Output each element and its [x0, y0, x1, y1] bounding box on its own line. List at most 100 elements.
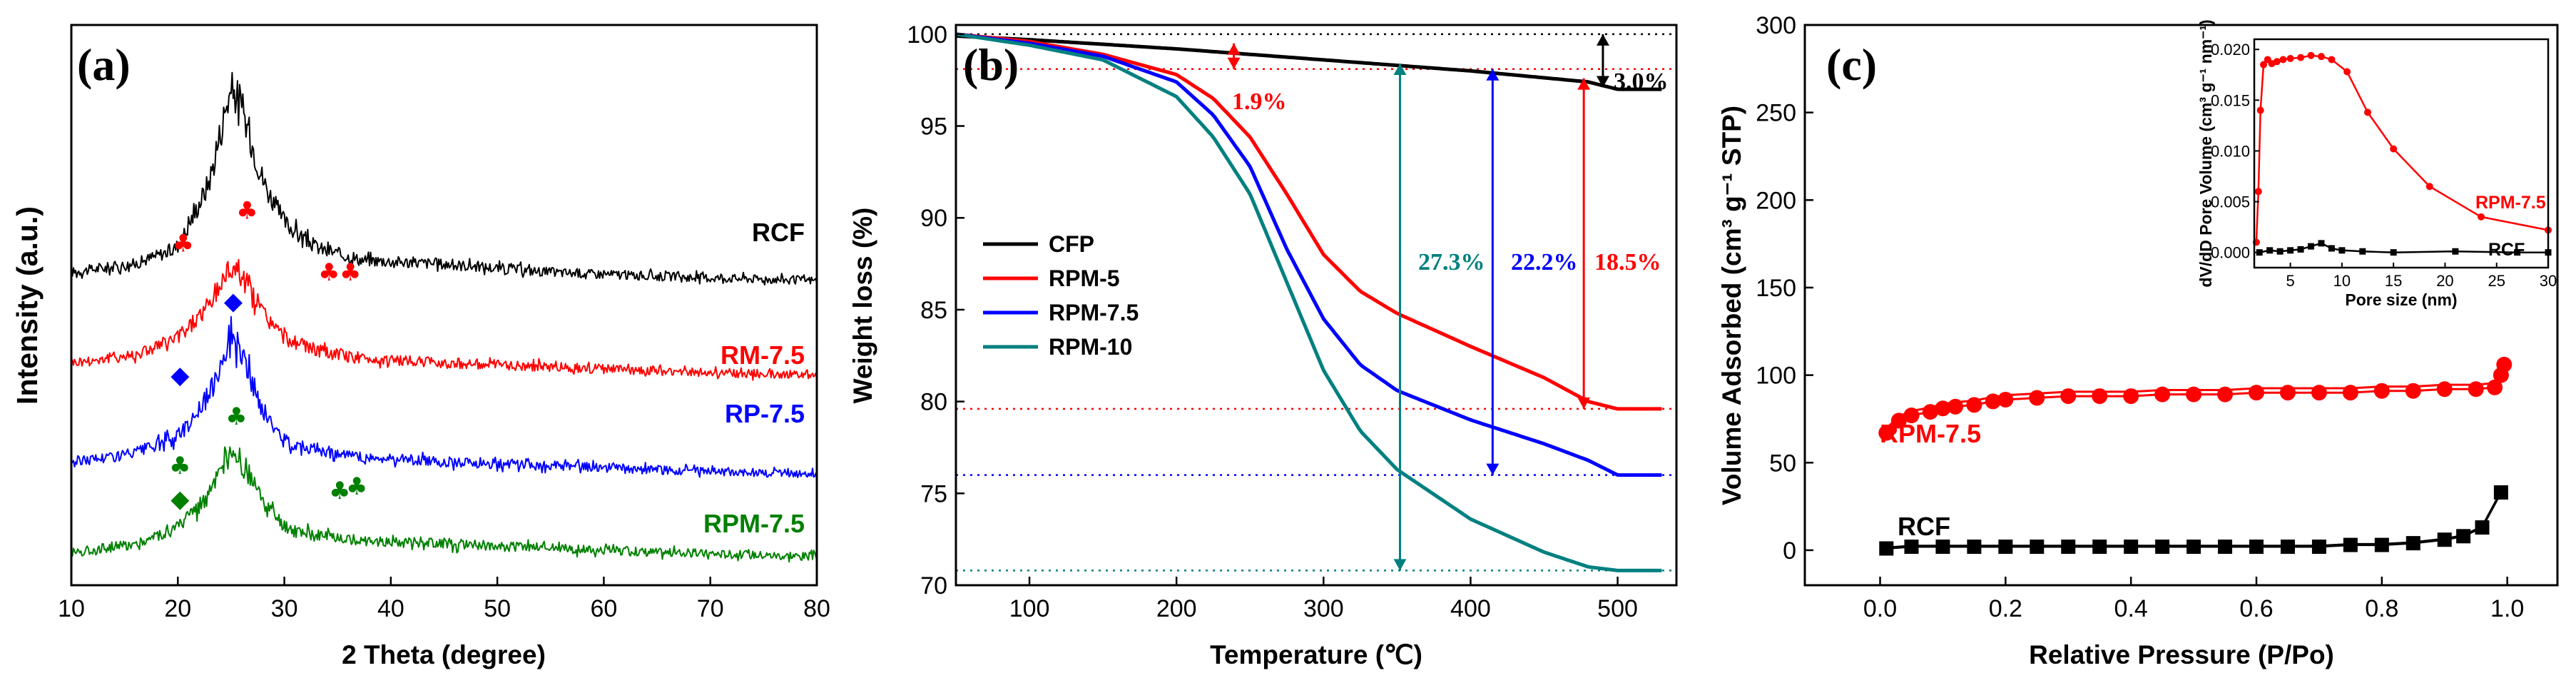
legend-label-rpm5: RPM-5	[1049, 265, 1120, 291]
tga-x-axis-label: Temperature (℃)	[1210, 640, 1422, 669]
xrd-curve-rp75	[71, 315, 818, 478]
xrd-curve-rm75	[71, 258, 818, 381]
tga-curve-rpm75	[955, 32, 1662, 477]
xrd-peak-markers: ♣♣♣ ♣◆◆♣♣♣♣◆	[169, 196, 367, 513]
xrd-series-label-rcf: RCF	[752, 218, 805, 247]
arrow-rpm10-loss-head-top	[1393, 64, 1407, 76]
bet-y-ticks: 0 50 100 150 200 250 300	[1756, 12, 1813, 565]
bet-series-label-rcf: RCF	[1898, 512, 1950, 541]
panel-a: 10 20 30 40 50 60 70 80 (a) 2 Theta (degree) In…	[11, 24, 830, 669]
inset-y-tick-label: 0.000	[2211, 244, 2250, 262]
tga-curve-rpm10	[955, 32, 1662, 572]
xrd-plot-frame	[70, 24, 818, 587]
tga-y-tick-label: 95	[920, 113, 947, 141]
bet-point-rpm75	[2279, 385, 2296, 401]
bet-point-rcf	[1998, 540, 2013, 555]
inset-series-label-rpm75: RPM-7.5	[2475, 193, 2546, 213]
inset-y-axis-label: dV/dD Pore Volume (cm³ g⁻¹ nm⁻¹)	[2196, 19, 2215, 287]
tga-reference-lines	[956, 33, 1676, 572]
xrd-x-ticks: 10 20 30 40 50 60 70 80	[58, 577, 830, 622]
xrd-x-tick-label: 50	[484, 595, 511, 622]
xrd-panel-label: (a)	[77, 39, 131, 90]
tga-y-tick-label: 100	[907, 21, 947, 49]
panel-c: 0.0 0.2 0.4 0.6 0.8 1.0 0 50 100 150 200 250 300 (c…	[1717, 12, 2559, 669]
tga-y-tick-label: 85	[920, 297, 947, 324]
bet-point-rpm75	[2405, 383, 2421, 399]
bet-point-rpm75	[2217, 386, 2234, 403]
arrow-1-9-loss-head-bottom	[1227, 57, 1241, 69]
bet-point-rcf	[2030, 540, 2045, 555]
inset-point-rcf	[2328, 245, 2335, 252]
annotation-27-3-percent: 27.3%	[1418, 249, 1485, 275]
bet-point-rpm75	[2311, 385, 2327, 401]
bet-y-tick-label: 100	[1756, 363, 1796, 390]
bet-point-rpm75	[2487, 379, 2503, 395]
inset-point-rpm75	[2364, 108, 2372, 116]
annotation-18-5-percent: 18.5%	[1594, 249, 1661, 275]
bet-point-rpm75	[1903, 408, 1920, 424]
xrd-peak-marker: ♣	[169, 452, 190, 480]
inset-x-tick-label: 30	[2540, 272, 2557, 290]
tga-legend: CFP RPM-5 RPM-7.5 RPM-10	[983, 231, 1139, 360]
legend-label-rpm75: RPM-7.5	[1049, 300, 1139, 325]
bet-point-rcf	[1935, 540, 1950, 555]
tga-y-ticks: 70 75 80 85 90 95 100	[907, 21, 964, 599]
xrd-peak-marker: ♣	[346, 472, 367, 501]
bet-point-rpm75	[1948, 398, 1963, 415]
bet-point-rcf	[1879, 541, 1894, 556]
inset-point-rpm75	[2307, 51, 2315, 59]
tga-y-tick-label: 90	[920, 205, 947, 232]
inset-point-rpm75	[2390, 145, 2398, 153]
inset-x-tick-label: 20	[2436, 272, 2453, 290]
inset-y-tick-label: 0.005	[2211, 193, 2250, 211]
bet-x-tick-label: 0.2	[1989, 595, 2022, 622]
bet-point-rpm75	[2060, 388, 2077, 405]
bet-y-tick-label: 250	[1756, 100, 1796, 127]
bet-point-rpm75	[1878, 425, 1895, 441]
xrd-peak-marker: ◆	[170, 485, 190, 513]
bet-point-rcf	[2493, 485, 2508, 500]
inset-point-rcf	[2276, 248, 2284, 255]
tga-y-axis-label: Weight loss (%)	[848, 208, 877, 404]
xrd-series-label-rpm75: RPM-7.5	[703, 509, 805, 538]
inset-point-rcf	[2338, 247, 2346, 254]
tga-x-ticks: 100 200 300 400 500	[1009, 577, 1638, 622]
tga-x-tick-label: 100	[1009, 595, 1050, 622]
inset-x-ticks: 5 10 15 20 25 30	[2286, 263, 2557, 290]
inset-y-tick-label: 0.020	[2211, 41, 2250, 59]
bet-x-tick-label: 0.0	[1863, 595, 1897, 622]
bet-point-rpm75	[1922, 404, 1938, 420]
tga-x-tick-label: 500	[1597, 595, 1638, 622]
bet-plot-frame	[1803, 24, 2559, 587]
bet-point-rcf	[2374, 537, 2389, 552]
inset-point-rpm75	[2328, 56, 2336, 64]
bet-x-axis-label: Relative Pressure (P/Po)	[2029, 640, 2334, 669]
inset-y-ticks: 0.000 0.005 0.010 0.015 0.020	[2211, 41, 2259, 262]
bet-point-rcf	[2456, 529, 2471, 544]
inset-point-rpm75	[2286, 55, 2294, 63]
inset-background	[2199, 34, 2552, 309]
inset-point-rpm75	[2343, 68, 2351, 76]
xrd-series-label-rm75: RM-7.5	[721, 340, 805, 370]
tga-weight-loss-arrows	[1227, 34, 1609, 571]
bet-point-rpm75	[2342, 385, 2358, 401]
bet-point-rpm75	[2373, 383, 2390, 399]
bet-point-rcf	[2124, 540, 2139, 555]
bet-point-rpm75	[2092, 388, 2108, 405]
xrd-peak-marker: ◆	[224, 287, 243, 315]
inset-point-rpm75	[2260, 61, 2268, 69]
inset-point-rcf	[2318, 240, 2325, 247]
bet-point-rpm75	[2496, 356, 2513, 373]
bet-x-ticks: 0.0 0.2 0.4 0.6 0.8 1.0	[1863, 577, 2524, 622]
bet-point-rcf	[2437, 532, 2452, 547]
bet-plot-area	[1878, 356, 2513, 556]
bet-point-rcf	[2343, 537, 2358, 552]
inset-point-rcf	[2256, 249, 2263, 256]
tga-y-tick-label: 80	[920, 389, 947, 416]
bet-x-tick-label: 0.8	[2365, 595, 2398, 622]
xrd-peak-marker: ♣	[236, 196, 258, 225]
bet-point-rpm75	[2468, 381, 2484, 398]
inset-point-rpm75	[2478, 213, 2485, 221]
xrd-curve-rcf	[71, 71, 818, 286]
